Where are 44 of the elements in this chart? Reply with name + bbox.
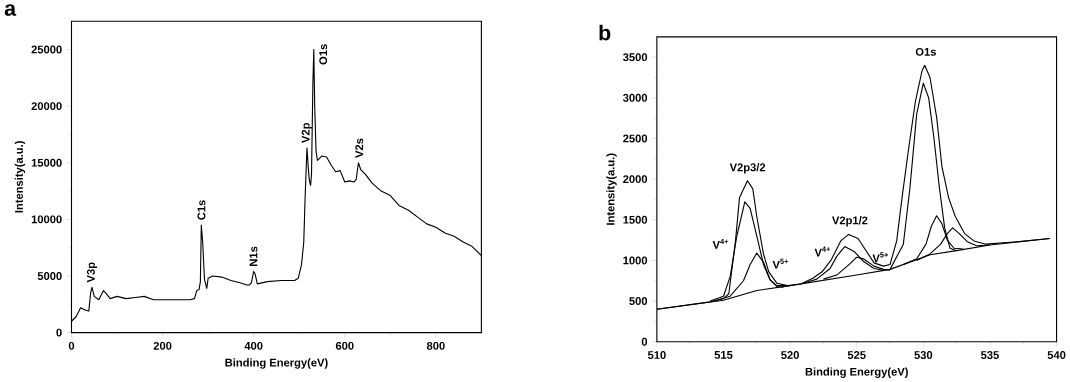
annotation: N1s	[249, 246, 258, 266]
x-tick-label: 535	[981, 351, 999, 359]
annotation: V2p1/2	[832, 216, 868, 227]
x-tick-label: 520	[781, 351, 799, 359]
chart-title: a	[4, 4, 17, 16]
annotation: V2s	[355, 138, 364, 158]
annotation: O1s	[319, 44, 328, 65]
y-tick-label: 3500	[622, 53, 648, 62]
x-tick-label: 540	[1047, 351, 1066, 359]
x-tick-label: 515	[714, 351, 733, 359]
x-tick-label: 200	[153, 341, 172, 350]
y-axis-title: Intensity(a.u.)	[606, 153, 617, 225]
y-tick-label: 15000	[31, 158, 62, 167]
x-tick-label: 800	[426, 341, 445, 350]
x-axis-title: Binding Energy(eV)	[805, 367, 908, 378]
y-tick-label: 1000	[623, 256, 648, 265]
y-tick-label: 0	[56, 328, 62, 337]
chart-title: b	[599, 24, 611, 41]
x-tick-label: 525	[847, 351, 866, 359]
x-tick-label: 600	[335, 341, 354, 350]
x-tick-label: 530	[914, 351, 933, 359]
annotation: V2p3/2	[729, 163, 766, 174]
annotation: V$^{4+}$	[814, 246, 831, 257]
y-tick-label: 2000	[623, 175, 648, 184]
y-tick-label: 20000	[31, 102, 62, 111]
x-tick-label: 0	[68, 341, 75, 350]
x-tick-label: 510	[647, 351, 666, 359]
annotation: V3p	[86, 262, 98, 283]
y-tick-label: 3000	[622, 93, 648, 102]
annotation: V2p	[301, 122, 312, 143]
y-tick-label: 2500	[623, 134, 648, 143]
x-tick-label: 400	[244, 341, 263, 350]
y-axis-title: Intensity(a.u.)	[14, 141, 26, 213]
annotation: O1s	[915, 47, 936, 56]
y-tick-label: 5000	[37, 271, 62, 280]
y-tick-label: 500	[629, 297, 648, 305]
annotation: V$^{5+}$	[872, 252, 889, 263]
x-axis-title: Binding Energy(eV)	[225, 358, 328, 369]
annotation: C1s	[197, 200, 206, 220]
annotation: V$^{4+}$	[712, 238, 729, 249]
y-tick-label: 25000	[31, 45, 62, 54]
y-tick-label: 1500	[623, 215, 648, 224]
y-tick-label: 10000	[31, 215, 62, 224]
annotation: V$^{5+}$	[772, 258, 789, 269]
